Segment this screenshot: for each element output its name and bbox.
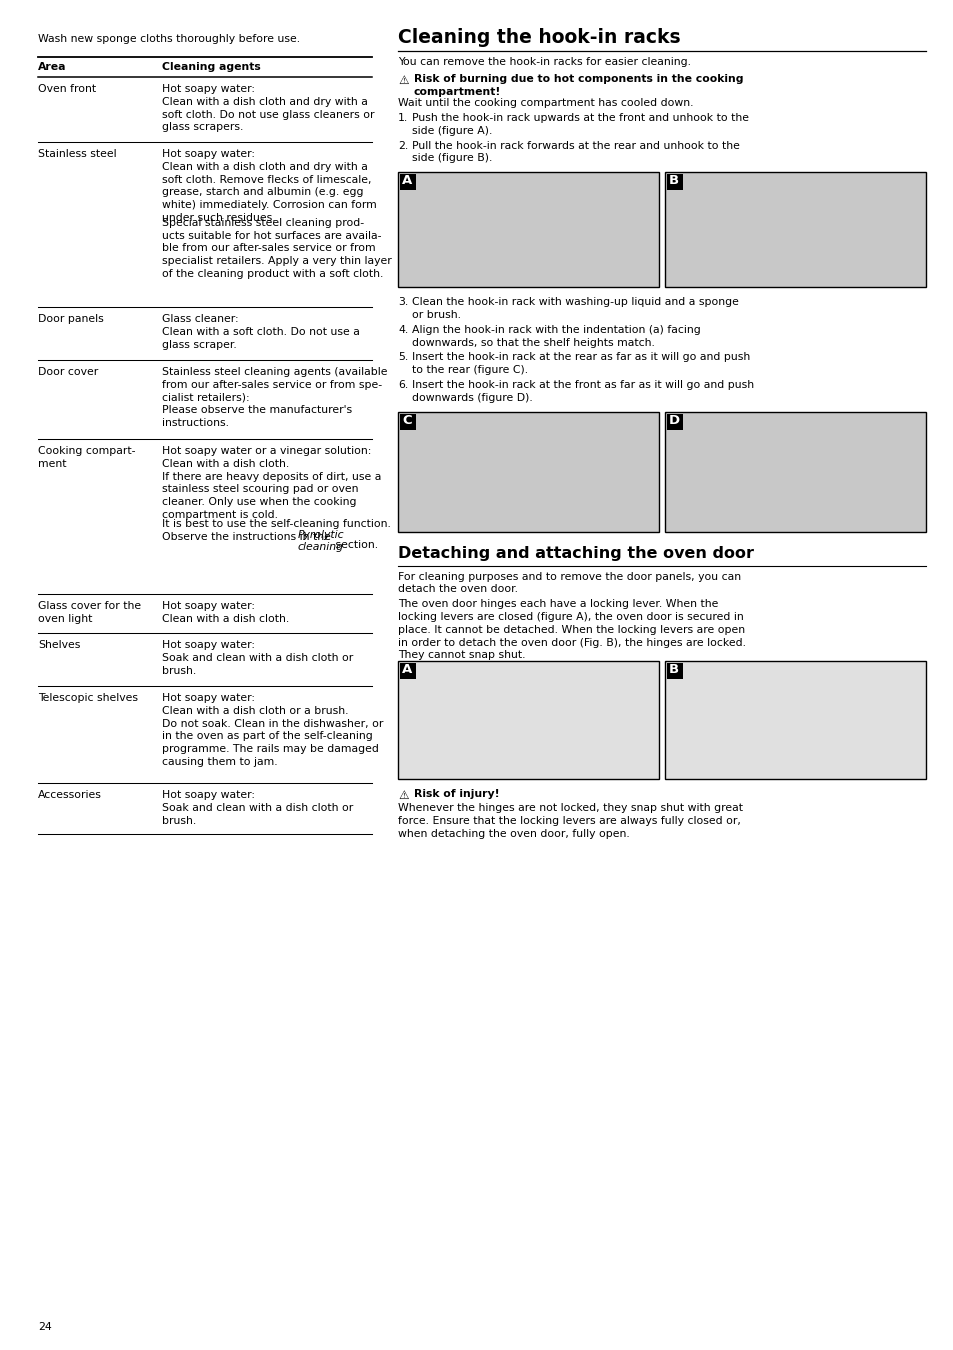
Text: Hot soapy water or a vinegar solution:
Clean with a dish cloth.: Hot soapy water or a vinegar solution: C…	[162, 446, 371, 468]
Bar	[664, 662, 925, 779]
Text: Wait until the cooking compartment has cooled down.: Wait until the cooking compartment has c…	[397, 99, 693, 108]
Text: Hot soapy water:
Clean with a dish cloth and dry with a
soft cloth. Remove fleck: Hot soapy water: Clean with a dish cloth…	[162, 148, 376, 223]
Text: Cooking compart-
ment: Cooking compart- ment	[38, 446, 135, 468]
Bar	[666, 174, 682, 190]
Text: The oven door hinges each have a locking lever. When the
locking levers are clos: The oven door hinges each have a locking…	[397, 599, 745, 660]
Text: Risk of injury!: Risk of injury!	[414, 790, 499, 799]
Bar	[399, 413, 416, 429]
Text: Insert the hook-in rack at the rear as far as it will go and push
to the rear (f: Insert the hook-in rack at the rear as f…	[412, 352, 749, 375]
Text: Glass cleaner:
Clean with a soft cloth. Do not use a
glass scraper.: Glass cleaner: Clean with a soft cloth. …	[162, 315, 359, 350]
Text: section.: section.	[332, 540, 377, 551]
Bar	[666, 663, 682, 679]
Text: 1.: 1.	[397, 113, 408, 123]
Text: Hot soapy water:
Soak and clean with a dish cloth or
brush.: Hot soapy water: Soak and clean with a d…	[162, 640, 353, 675]
Text: Push the hook-in rack upwards at the front and unhook to the
side (figure A).: Push the hook-in rack upwards at the fro…	[412, 113, 748, 136]
Text: Shelves: Shelves	[38, 640, 80, 649]
Text: 3.: 3.	[397, 297, 408, 308]
Text: Wash new sponge cloths thoroughly before use.: Wash new sponge cloths thoroughly before…	[38, 34, 300, 45]
Text: Special stainless steel cleaning prod-
ucts suitable for hot surfaces are availa: Special stainless steel cleaning prod- u…	[162, 217, 392, 279]
Text: Area: Area	[38, 62, 67, 72]
Text: Whenever the hinges are not locked, they snap shut with great
force. Ensure that: Whenever the hinges are not locked, they…	[397, 803, 742, 838]
Text: B: B	[668, 663, 679, 676]
Text: Insert the hook-in rack at the front as far as it will go and push
downwards (fi: Insert the hook-in rack at the front as …	[412, 379, 753, 402]
Bar	[397, 662, 659, 779]
Text: Stainless steel: Stainless steel	[38, 148, 116, 159]
Text: If there are heavy deposits of dirt, use a
stainless steel scouring pad or oven
: If there are heavy deposits of dirt, use…	[162, 471, 381, 520]
Text: Cleaning the hook-in racks: Cleaning the hook-in racks	[397, 28, 679, 47]
Text: A: A	[401, 174, 412, 188]
Text: Hot soapy water:
Clean with a dish cloth and dry with a
soft cloth. Do not use g: Hot soapy water: Clean with a dish cloth…	[162, 84, 375, 132]
Text: 6.: 6.	[397, 379, 408, 390]
Text: You can remove the hook-in racks for easier cleaning.: You can remove the hook-in racks for eas…	[397, 57, 690, 68]
Text: 24: 24	[38, 1322, 51, 1332]
Text: ⚠: ⚠	[397, 74, 408, 86]
Bar	[397, 173, 659, 288]
Text: For cleaning purposes and to remove the door panels, you can
detach the oven doo: For cleaning purposes and to remove the …	[397, 571, 740, 594]
Text: Detaching and attaching the oven door: Detaching and attaching the oven door	[397, 545, 753, 560]
Bar	[397, 412, 659, 532]
Text: Hot soapy water:
Soak and clean with a dish cloth or
brush.: Hot soapy water: Soak and clean with a d…	[162, 790, 353, 826]
Bar	[664, 173, 925, 288]
Text: Hot soapy water:
Clean with a dish cloth.: Hot soapy water: Clean with a dish cloth…	[162, 601, 289, 624]
Text: It is best to use the self-cleaning function.
Observe the instructions in the: It is best to use the self-cleaning func…	[162, 518, 391, 541]
Text: ⚠: ⚠	[397, 790, 408, 802]
Text: Pyrolytic
cleaning: Pyrolytic cleaning	[297, 529, 344, 552]
Text: Accessories: Accessories	[38, 790, 102, 801]
Text: 2.: 2.	[397, 140, 408, 151]
Bar	[666, 413, 682, 429]
Text: Door cover: Door cover	[38, 367, 98, 377]
Text: B: B	[668, 174, 679, 188]
Text: Risk of burning due to hot components in the cooking
compartment!: Risk of burning due to hot components in…	[414, 74, 742, 97]
Text: C: C	[401, 413, 411, 427]
Bar	[399, 663, 416, 679]
Text: Do not soak. Clean in the dishwasher, or
in the oven as part of the self-cleanin: Do not soak. Clean in the dishwasher, or…	[162, 718, 383, 767]
Bar	[664, 412, 925, 532]
Text: D: D	[668, 413, 679, 427]
Text: 4.: 4.	[397, 325, 408, 335]
Text: Door panels: Door panels	[38, 315, 104, 324]
Text: Stainless steel cleaning agents (available
from our after-sales service or from : Stainless steel cleaning agents (availab…	[162, 367, 387, 428]
Text: Telescopic shelves: Telescopic shelves	[38, 693, 138, 703]
Text: Align the hook-in rack with the indentation (a) facing
downwards, so that the sh: Align the hook-in rack with the indentat…	[412, 325, 700, 347]
Text: Pull the hook-in rack forwards at the rear and unhook to the
side (figure B).: Pull the hook-in rack forwards at the re…	[412, 140, 740, 163]
Text: Glass cover for the
oven light: Glass cover for the oven light	[38, 601, 141, 624]
Bar	[399, 174, 416, 190]
Text: 5.: 5.	[397, 352, 408, 362]
Text: Hot soapy water:
Clean with a dish cloth or a brush.: Hot soapy water: Clean with a dish cloth…	[162, 693, 348, 716]
Text: Oven front: Oven front	[38, 84, 96, 95]
Text: A: A	[401, 663, 412, 676]
Text: Clean the hook-in rack with washing-up liquid and a sponge
or brush.: Clean the hook-in rack with washing-up l…	[412, 297, 739, 320]
Text: Cleaning agents: Cleaning agents	[162, 62, 260, 72]
